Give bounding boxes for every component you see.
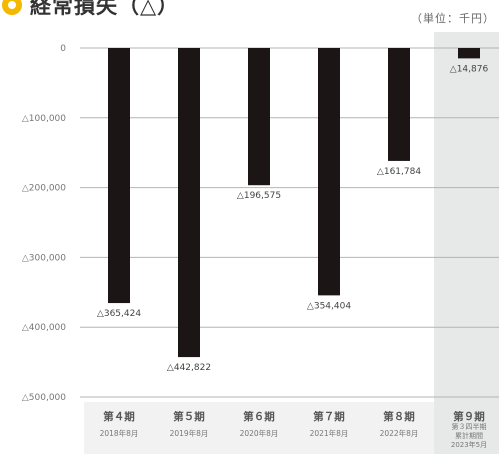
x-category-sublabel: 2022年8月	[380, 428, 419, 438]
y-tick-label: △400,000	[22, 323, 66, 333]
y-tick-label: △200,000	[22, 184, 66, 194]
bar	[248, 48, 270, 186]
x-category-sublabel: 第３四半期	[452, 422, 487, 431]
x-category-sublabel: 2018年8月	[100, 428, 139, 438]
bar	[318, 48, 340, 296]
data-label: △161,784	[377, 167, 421, 177]
data-label: △442,822	[167, 363, 211, 373]
y-tick-label: △100,000	[22, 114, 66, 124]
bar	[178, 48, 200, 358]
data-label: △14,876	[450, 64, 489, 74]
x-category-label: 第６期	[243, 410, 275, 423]
x-category-sublabel: 2021年8月	[310, 428, 349, 438]
y-tick-label: 0	[60, 44, 66, 54]
x-category-label: 第４期	[103, 410, 135, 423]
x-category-label: 第９期	[453, 410, 485, 423]
unit-label: （単位：千円）	[411, 12, 495, 25]
bar	[458, 48, 480, 59]
x-category-label: 第７期	[313, 410, 345, 423]
circle-bullet-icon	[2, 0, 22, 15]
x-category-sublabel: 2020年8月	[240, 428, 279, 438]
data-label: △354,404	[307, 301, 351, 311]
y-tick-label: △300,000	[22, 253, 66, 263]
highlight-band	[434, 32, 499, 454]
bar	[108, 48, 130, 304]
chart-title: 経常損失（△）	[30, 0, 180, 18]
bar	[388, 48, 410, 161]
x-category-sublabel: 2023年5月	[451, 440, 487, 449]
data-label: △196,575	[237, 191, 281, 201]
data-label: △365,424	[97, 309, 141, 319]
y-tick-label: △500,000	[22, 393, 66, 403]
x-category-sublabel: 累計期間	[455, 431, 483, 440]
x-category-sublabel: 2019年8月	[170, 428, 209, 438]
x-category-label: 第８期	[383, 410, 415, 423]
category-axis-band	[84, 402, 434, 454]
chart-header: 経常損失（△）	[0, 0, 179, 20]
x-category-label: 第５期	[173, 410, 205, 423]
